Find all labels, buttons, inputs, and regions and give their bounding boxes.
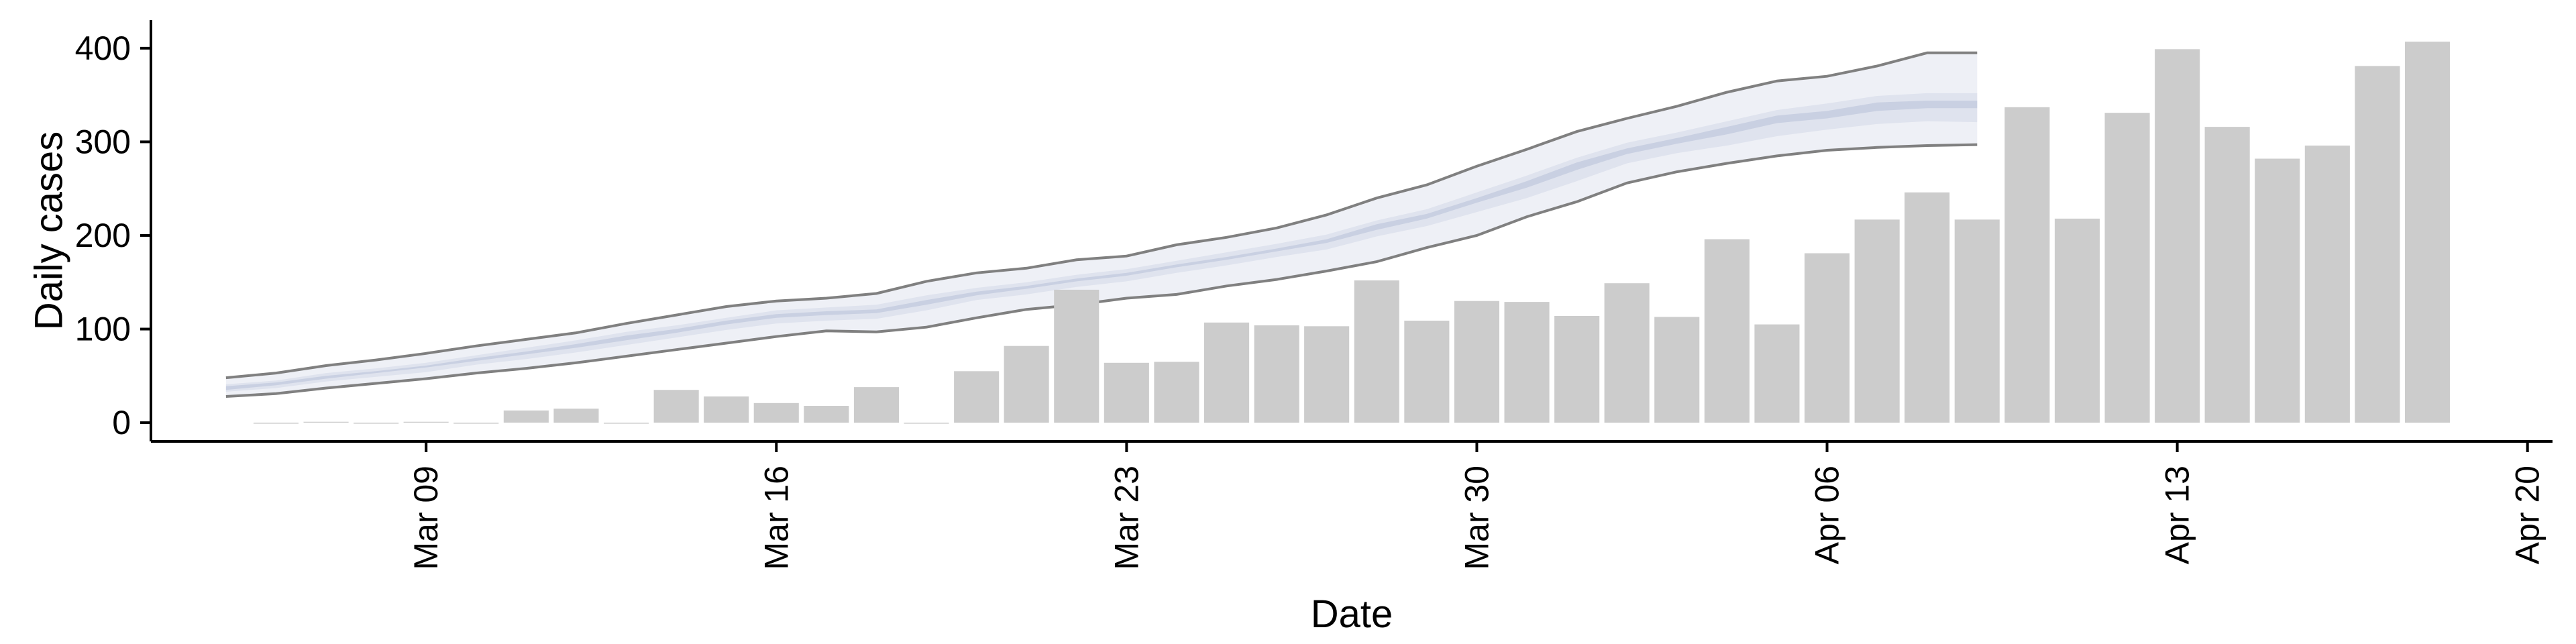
y-tick-label: 400: [75, 30, 131, 67]
case-bar: [354, 423, 399, 424]
case-bar: [1954, 219, 2000, 423]
case-bar: [2405, 42, 2451, 423]
nowcast-band-50: [225, 93, 1978, 392]
nowcast-upper-line: [225, 51, 1978, 380]
case-bar: [1104, 362, 1149, 423]
case-bar: [704, 396, 749, 423]
case-bar: [2104, 113, 2150, 423]
case-bar: [1754, 324, 1800, 423]
case-bar: [1054, 289, 1099, 423]
case-bar: [403, 421, 449, 423]
nowcast-lower-line: [225, 143, 1978, 398]
case-bar: [253, 423, 299, 424]
case-bar: [1554, 316, 1600, 423]
x-axis-title: Date: [1311, 592, 1393, 636]
case-bar: [1304, 326, 1350, 423]
y-tick-label: 200: [75, 217, 131, 254]
case-bar: [1354, 280, 1399, 423]
case-bar: [303, 421, 349, 423]
case-bar: [1454, 301, 1499, 423]
x-tick-label: Apr 13: [2159, 466, 2196, 564]
case-bar: [1704, 239, 1750, 423]
y-tick-label: 100: [75, 311, 131, 348]
nowcast-bands: [225, 52, 1978, 397]
case-bar: [2155, 49, 2200, 423]
y-axis-title: Daily cases: [27, 131, 70, 331]
case-bar: [904, 423, 949, 424]
axes: 0 100 200 300 400 Mar 09 Mar 16 Mar 23 Mar 30 Ap…: [75, 20, 2553, 570]
case-bar: [1404, 321, 1450, 423]
y-tick-label: 300: [75, 123, 131, 160]
x-tick-label: Mar 16: [757, 466, 795, 570]
case-bar: [1904, 192, 1950, 423]
x-axis-ticks: Mar 09 Mar 16 Mar 23 Mar 30 Apr 06 Apr 13 Apr …: [407, 441, 2546, 570]
case-bar: [2004, 107, 2050, 423]
case-bar: [1254, 325, 1299, 423]
case-bar: [2304, 146, 2350, 423]
case-bar: [553, 409, 599, 423]
case-bar: [1654, 317, 1700, 423]
case-bar: [1504, 302, 1550, 423]
nowcast-bounds: [225, 51, 1978, 398]
x-tick-label: Mar 30: [1458, 466, 1495, 570]
case-bar: [1604, 283, 1650, 423]
case-bar: [853, 387, 899, 423]
case-bar: [954, 371, 1000, 423]
x-tick-label: Apr 06: [1809, 466, 1846, 564]
y-tick-label: 0: [112, 404, 131, 441]
x-tick-label: Apr 20: [2509, 466, 2546, 564]
y-axis-ticks: 0 100 200 300 400: [75, 30, 151, 441]
nowcast-band-90: [225, 52, 1978, 397]
case-bar: [2204, 127, 2250, 423]
case-bar: [1805, 253, 1850, 423]
daily-case-bars: [253, 42, 2451, 424]
case-bar: [653, 390, 699, 423]
case-bar: [804, 406, 849, 423]
case-bar: [1854, 219, 1900, 423]
case-bar: [2255, 158, 2300, 423]
case-bar: [453, 423, 499, 424]
case-bar: [1204, 322, 1250, 423]
case-bar: [2054, 218, 2100, 423]
case-bar: [1154, 362, 1199, 423]
case-bar: [1004, 345, 1049, 423]
x-tick-label: Mar 09: [407, 466, 445, 570]
case-bar: [604, 423, 649, 424]
case-bar: [503, 410, 549, 423]
case-bar: [2355, 66, 2400, 423]
case-bar: [753, 402, 799, 423]
x-tick-label: Mar 23: [1108, 466, 1145, 570]
